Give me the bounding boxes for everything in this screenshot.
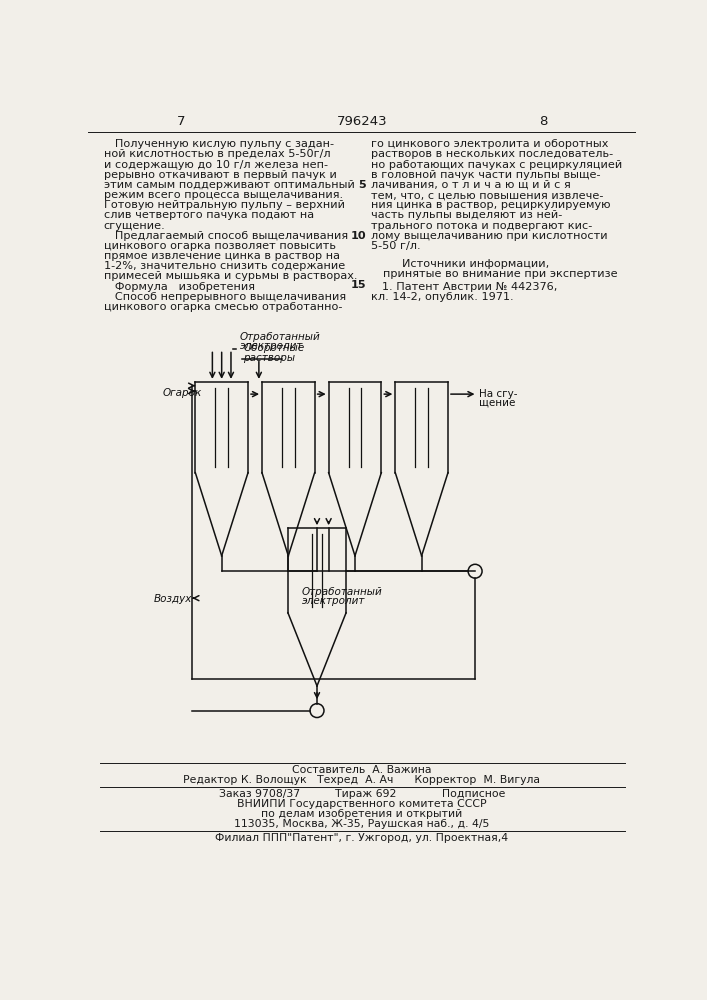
Text: ВНИИПИ Государственного комитета СССР: ВНИИПИ Государственного комитета СССР <box>237 799 486 809</box>
Text: цинкового огарка смесью отработанно-: цинкового огарка смесью отработанно- <box>104 302 342 312</box>
Text: часть пульпы выделяют из ней-: часть пульпы выделяют из ней- <box>371 210 563 220</box>
Text: Формула   изобретения: Формула изобретения <box>104 282 255 292</box>
Text: трального потока и подвергают кис-: трального потока и подвергают кис- <box>371 221 592 231</box>
Text: 1. Патент Австрии № 442376,: 1. Патент Австрии № 442376, <box>371 282 558 292</box>
Text: Составитель  А. Важина: Составитель А. Важина <box>292 765 432 775</box>
Text: Редактор К. Волощук   Техред  А. Ач      Корректор  М. Вигула: Редактор К. Волощук Техред А. Ач Коррект… <box>183 775 540 785</box>
Text: Предлагаемый способ выщелачивания: Предлагаемый способ выщелачивания <box>104 231 348 241</box>
Text: и содержащую до 10 г/л железа неп-: и содержащую до 10 г/л железа неп- <box>104 160 328 170</box>
Text: 8: 8 <box>539 115 547 128</box>
Text: 10: 10 <box>350 231 366 241</box>
Text: растворы: растворы <box>243 353 296 363</box>
Text: лому выщелачиванию при кислотности: лому выщелачиванию при кислотности <box>371 231 608 241</box>
Text: лачивания, о т л и ч а ю щ и й с я: лачивания, о т л и ч а ю щ и й с я <box>371 180 571 190</box>
Text: в головной пачук части пульпы выще-: в головной пачук части пульпы выще- <box>371 170 601 180</box>
Text: но работающих пачуках с рециркуляцией: но работающих пачуках с рециркуляцией <box>371 160 622 170</box>
Text: Воздух: Воздух <box>153 594 192 604</box>
Text: На сгу-: На сгу- <box>479 389 518 399</box>
Text: 5-50 г/л.: 5-50 г/л. <box>371 241 421 251</box>
Text: кл. 14-2, опублик. 1971.: кл. 14-2, опублик. 1971. <box>371 292 514 302</box>
Text: Полученную кислую пульпу с задан-: Полученную кислую пульпу с задан- <box>104 139 334 149</box>
Text: 15: 15 <box>350 280 366 290</box>
Text: рерывно откачивают в первый пачук и: рерывно откачивают в первый пачук и <box>104 170 337 180</box>
Text: по делам изобретения и открытий: по делам изобретения и открытий <box>262 809 462 819</box>
Text: 796243: 796243 <box>337 115 387 128</box>
Text: электролит: электролит <box>301 596 365 606</box>
Text: Филиал ППП"Патент", г. Ужгород, ул. Проектная,4: Филиал ППП"Патент", г. Ужгород, ул. Прое… <box>216 833 508 843</box>
Text: примесей мышьяка и сурьмы в растворах.: примесей мышьяка и сурьмы в растворах. <box>104 271 357 281</box>
Text: растворов в нескольких последователь-: растворов в нескольких последователь- <box>371 149 614 159</box>
Text: тем, что, с целью повышения извлече-: тем, что, с целью повышения извлече- <box>371 190 604 200</box>
Text: цинкового огарка позволяет повысить: цинкового огарка позволяет повысить <box>104 241 336 251</box>
Text: Огарок: Огарок <box>163 388 202 398</box>
Text: 1-2%, значительно снизить содержание: 1-2%, значительно снизить содержание <box>104 261 345 271</box>
Text: Отработанный: Отработанный <box>301 587 382 597</box>
Text: электролит: электролит <box>240 341 303 351</box>
Text: Готовую нейтральную пульпу – верхний: Готовую нейтральную пульпу – верхний <box>104 200 345 210</box>
Text: ной кислотностью в пределах 5-50г/л: ной кислотностью в пределах 5-50г/л <box>104 149 330 159</box>
Text: этим самым поддерживают оптимальный: этим самым поддерживают оптимальный <box>104 180 355 190</box>
Text: прямое извлечение цинка в раствор на: прямое извлечение цинка в раствор на <box>104 251 340 261</box>
Text: го цинкового электролита и оборотных: го цинкового электролита и оборотных <box>371 139 609 149</box>
Text: 7: 7 <box>177 115 186 128</box>
Text: принятые во внимание при экспертизе: принятые во внимание при экспертизе <box>383 269 617 279</box>
Text: 113035, Москва, Ж-35, Раушская наб., д. 4/5: 113035, Москва, Ж-35, Раушская наб., д. … <box>234 819 490 829</box>
Text: ния цинка в раствор, рециркулируемую: ния цинка в раствор, рециркулируемую <box>371 200 611 210</box>
Text: Оборотные: Оборотные <box>243 343 305 353</box>
Text: Отработанный: Отработанный <box>240 332 320 342</box>
Text: слив четвертого пачука подают на: слив четвертого пачука подают на <box>104 210 314 220</box>
Text: сгущение.: сгущение. <box>104 221 165 231</box>
Text: 5: 5 <box>358 180 366 190</box>
Text: режим всего процесса выщелачивания.: режим всего процесса выщелачивания. <box>104 190 343 200</box>
Text: щение: щение <box>479 397 515 407</box>
Text: Источники информации,: Источники информации, <box>402 259 549 269</box>
Text: Заказ 9708/37          Тираж 692             Подписное: Заказ 9708/37 Тираж 692 Подписное <box>218 789 505 799</box>
Text: Способ непрерывного выщелачивания: Способ непрерывного выщелачивания <box>104 292 346 302</box>
